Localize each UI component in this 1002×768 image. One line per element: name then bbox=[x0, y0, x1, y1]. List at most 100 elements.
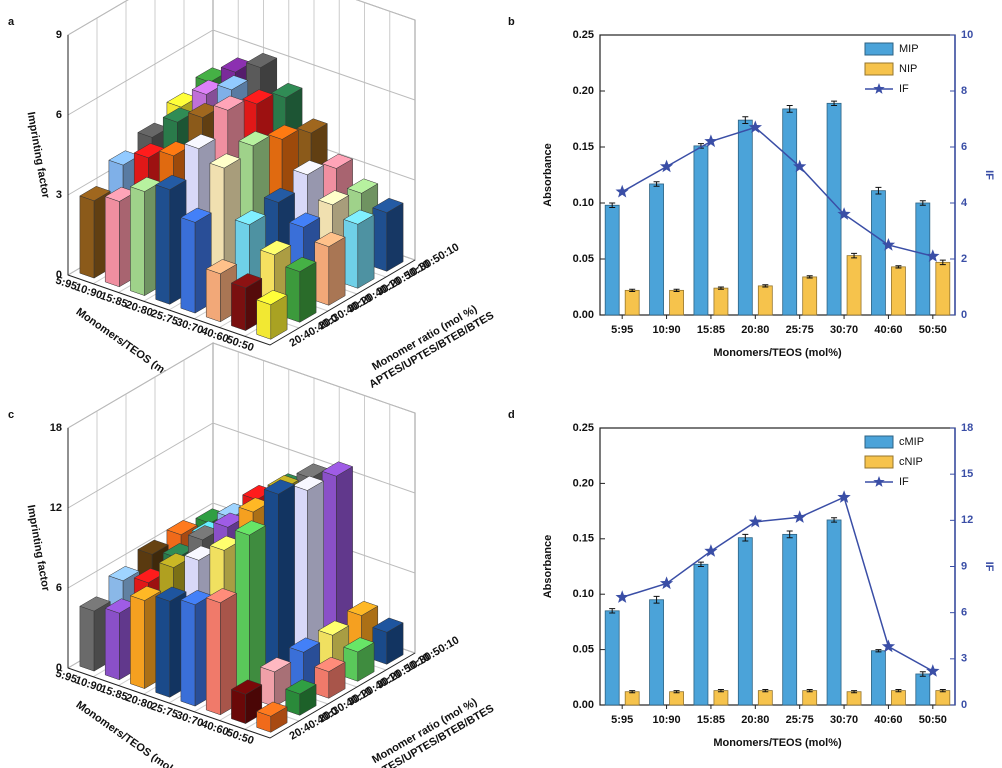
y2-tick-label: 0 bbox=[961, 309, 967, 321]
bar-face bbox=[180, 217, 196, 314]
y2-tick-label: 18 bbox=[961, 422, 973, 434]
marker bbox=[659, 576, 674, 590]
bar-top bbox=[317, 620, 350, 636]
panel-label: b bbox=[508, 16, 515, 28]
bar bbox=[604, 204, 620, 316]
bar bbox=[234, 520, 267, 699]
legend-label: NIP bbox=[899, 63, 917, 75]
legend-label: IF bbox=[899, 476, 909, 488]
y2-tick-label: 6 bbox=[961, 607, 967, 619]
bar-top bbox=[292, 160, 325, 176]
marker bbox=[837, 207, 851, 220]
y-tick-label: 0.20 bbox=[573, 477, 594, 489]
error-bar bbox=[742, 116, 749, 124]
x-tick-label: 25:75 bbox=[786, 324, 814, 336]
bar bbox=[802, 276, 818, 316]
bar-top bbox=[288, 212, 321, 228]
bar-top bbox=[314, 656, 346, 672]
bar-face bbox=[343, 219, 359, 289]
bar bbox=[757, 690, 773, 706]
y2-tick-label: 3 bbox=[961, 653, 967, 665]
z-tick-label: 18 bbox=[50, 422, 62, 434]
y-tick-label: 0.25 bbox=[573, 29, 594, 41]
bar-face bbox=[321, 470, 337, 648]
bar-top bbox=[213, 95, 245, 111]
bar-top bbox=[108, 566, 140, 582]
x-tick-label: 15:85 bbox=[697, 324, 725, 336]
bar bbox=[891, 266, 906, 316]
bar-top bbox=[166, 520, 198, 536]
error-bar bbox=[717, 286, 724, 290]
axis-line bbox=[67, 259, 416, 346]
bar-face bbox=[372, 627, 388, 665]
bar-top bbox=[155, 586, 187, 602]
error-bar bbox=[742, 533, 749, 542]
bar-side bbox=[299, 261, 317, 323]
marker bbox=[793, 510, 807, 523]
bar-top bbox=[372, 617, 404, 633]
z-tick-label: 9 bbox=[56, 29, 62, 41]
error-bar bbox=[851, 252, 858, 259]
marker bbox=[926, 664, 940, 677]
bar bbox=[263, 479, 296, 682]
y2-tick-label: 15 bbox=[961, 468, 973, 480]
error-bar bbox=[831, 100, 838, 107]
error-bar bbox=[831, 517, 838, 523]
bar-top bbox=[184, 133, 216, 149]
y-axis-title: Absorbance bbox=[542, 143, 554, 207]
bar-face bbox=[292, 485, 308, 665]
bar bbox=[343, 209, 375, 289]
marker bbox=[793, 159, 807, 173]
bar-face bbox=[256, 299, 272, 340]
bar bbox=[782, 533, 798, 706]
bar-top bbox=[234, 210, 267, 226]
bar-top bbox=[259, 657, 292, 673]
y-tick-label: 0.05 bbox=[573, 644, 594, 656]
y2-tick-label: 6 bbox=[961, 141, 967, 153]
x-tick-label: 30:70 bbox=[830, 714, 858, 726]
line bbox=[621, 126, 933, 257]
x-tick-label: 50:50 bbox=[919, 714, 947, 726]
bar-top bbox=[79, 596, 111, 612]
legend-marker bbox=[873, 83, 885, 94]
y-tick-label: 0.00 bbox=[573, 309, 594, 321]
error-bar bbox=[875, 186, 882, 195]
bar bbox=[343, 637, 375, 682]
legend-swatch bbox=[864, 62, 894, 76]
legend-label: cNIP bbox=[899, 456, 923, 468]
panel-label: d bbox=[508, 409, 515, 421]
bar-top bbox=[238, 131, 270, 147]
bar bbox=[624, 289, 640, 316]
marker bbox=[704, 134, 718, 148]
marker bbox=[659, 159, 674, 173]
x-tick-label: 10:90 bbox=[652, 714, 680, 726]
error-bar bbox=[673, 690, 680, 694]
bar bbox=[649, 599, 664, 706]
bar bbox=[846, 255, 862, 316]
bar bbox=[285, 679, 317, 716]
bar-face bbox=[260, 666, 275, 707]
bar-top bbox=[230, 273, 263, 289]
error-bar bbox=[609, 608, 616, 614]
bar bbox=[737, 537, 753, 706]
x-tick-label: 5:95 bbox=[611, 324, 633, 336]
bar-face bbox=[79, 195, 95, 279]
bar-top bbox=[209, 153, 241, 169]
bar-side bbox=[357, 214, 375, 289]
bar-top bbox=[230, 679, 263, 695]
bar-top bbox=[205, 259, 238, 275]
y2-tick-label: 4 bbox=[961, 197, 968, 209]
y-axis-title: Absorbance bbox=[542, 535, 554, 599]
legend-swatch bbox=[864, 435, 894, 449]
y2-tick-label: 2 bbox=[961, 253, 967, 265]
x-tick-label: 10:90 bbox=[652, 324, 680, 336]
bar bbox=[802, 690, 818, 706]
error-bar bbox=[609, 202, 616, 208]
bar-top bbox=[205, 588, 238, 604]
bar-top bbox=[343, 637, 375, 653]
bar-face bbox=[130, 595, 145, 689]
bar bbox=[321, 461, 354, 648]
bar-top bbox=[271, 82, 303, 98]
bar-face bbox=[79, 605, 95, 672]
